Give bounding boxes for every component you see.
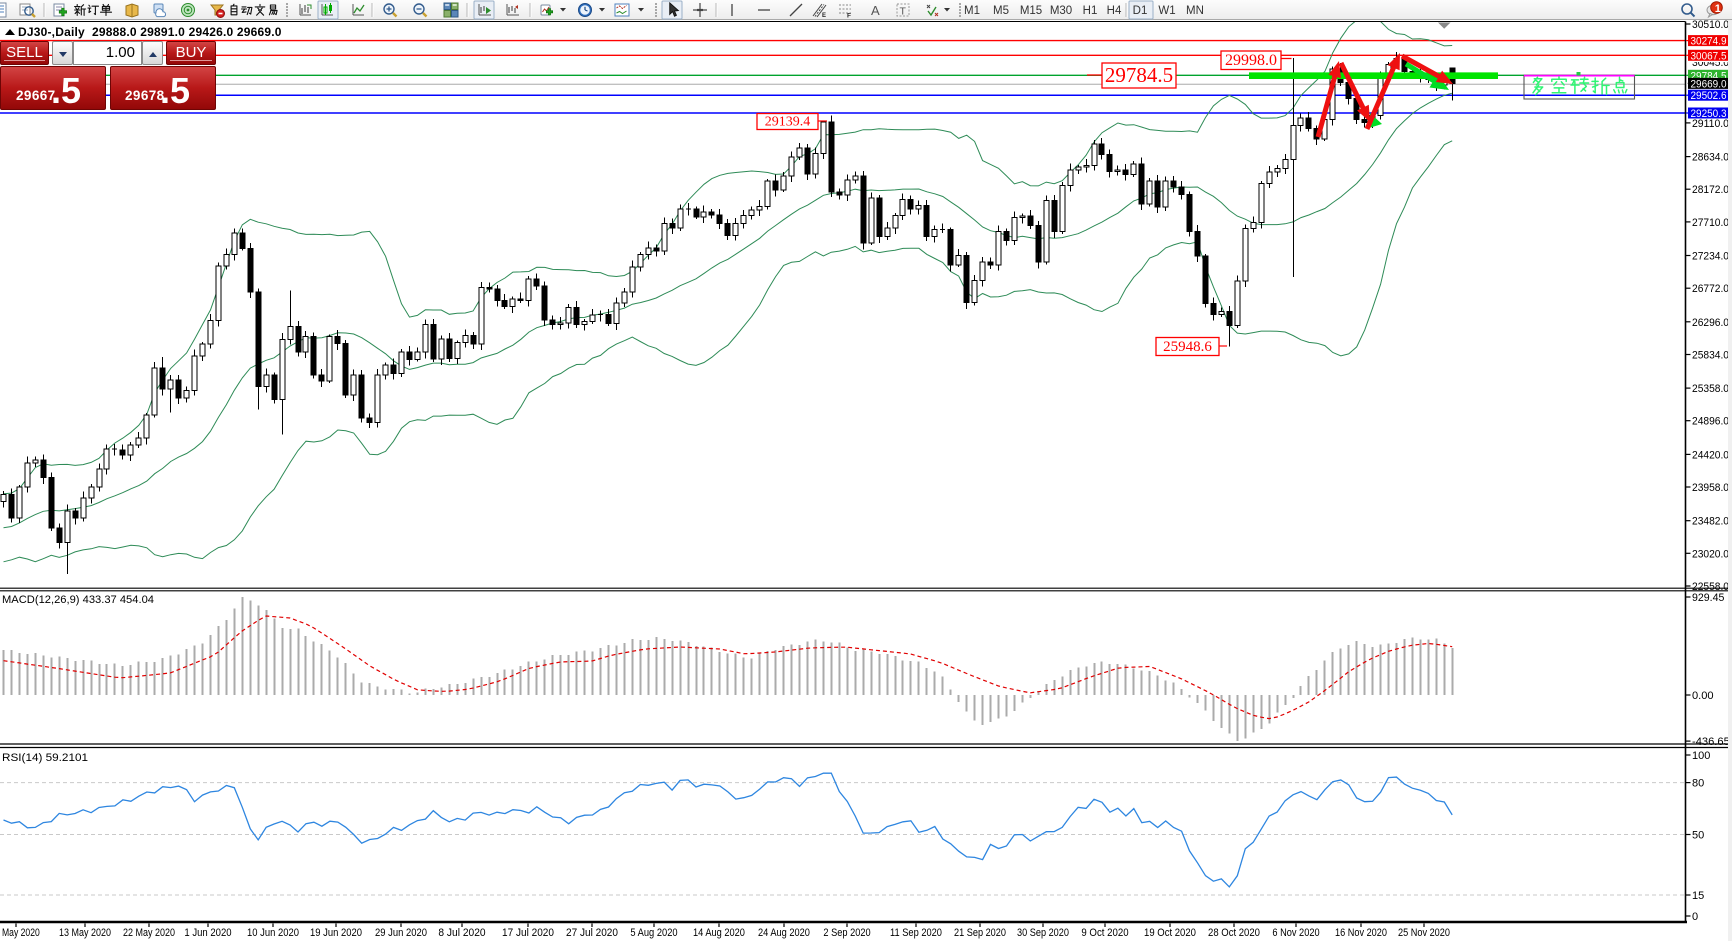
svg-text:30274.9: 30274.9	[1691, 36, 1727, 48]
svg-text:MN: MN	[1186, 5, 1204, 17]
svg-text:30045.0: 30045.0	[1692, 57, 1729, 69]
svg-text:15: 15	[1692, 890, 1704, 902]
svg-text:19 Oct 2020: 19 Oct 2020	[1144, 927, 1196, 939]
svg-text:17 Jul 2020: 17 Jul 2020	[502, 927, 554, 939]
svg-text:M15: M15	[1020, 5, 1042, 17]
svg-text:T: T	[900, 6, 907, 18]
svg-text:28 Oct 2020: 28 Oct 2020	[1208, 927, 1260, 939]
svg-text:11 Sep 2020: 11 Sep 2020	[890, 927, 942, 939]
svg-text:H1: H1	[1083, 5, 1098, 17]
svg-text:29784.5: 29784.5	[1105, 63, 1173, 87]
svg-text:25834.0: 25834.0	[1692, 350, 1729, 362]
svg-text:50: 50	[1692, 830, 1704, 842]
svg-text:M5: M5	[993, 5, 1009, 17]
svg-text:24420.0: 24420.0	[1692, 449, 1729, 461]
svg-text:29502.6: 29502.6	[1691, 90, 1727, 102]
svg-text:29139.4: 29139.4	[765, 115, 811, 130]
svg-text:24896.0: 24896.0	[1692, 416, 1729, 428]
svg-text:100: 100	[1692, 750, 1710, 762]
svg-text:8 Jul 2020: 8 Jul 2020	[438, 927, 485, 939]
svg-text:27 Jul 2020: 27 Jul 2020	[566, 927, 618, 939]
svg-text:14 Aug 2020: 14 Aug 2020	[693, 927, 745, 939]
svg-text:6 Nov 2020: 6 Nov 2020	[1272, 927, 1319, 939]
svg-text:E: E	[822, 13, 826, 19]
svg-text:9 Oct 2020: 9 Oct 2020	[1081, 927, 1128, 939]
svg-text:5 Aug 2020: 5 Aug 2020	[630, 927, 677, 939]
svg-text:80: 80	[1692, 778, 1704, 790]
svg-text:2 Sep 2020: 2 Sep 2020	[823, 927, 870, 939]
svg-text:28172.0: 28172.0	[1692, 184, 1729, 196]
svg-text:30067.5: 30067.5	[1691, 50, 1727, 62]
svg-text:929.45: 929.45	[1692, 592, 1724, 604]
svg-text:M1: M1	[964, 5, 980, 17]
svg-text:0.00: 0.00	[1692, 690, 1714, 702]
svg-text:1: 1	[1715, 3, 1721, 15]
svg-text:RSI(14) 59.2101: RSI(14) 59.2101	[2, 752, 88, 764]
svg-text:28634.0: 28634.0	[1692, 152, 1729, 164]
svg-text:16 Nov 2020: 16 Nov 2020	[1335, 927, 1387, 939]
svg-text:25 Nov 2020: 25 Nov 2020	[1398, 927, 1450, 939]
svg-text:13 May 2020: 13 May 2020	[59, 927, 111, 939]
svg-text:W1: W1	[1158, 5, 1175, 17]
svg-text:May 2020: May 2020	[2, 927, 40, 939]
svg-text:30 Sep 2020: 30 Sep 2020	[1017, 927, 1069, 939]
svg-text:MACD(12,26,9) 433.37 454.04: MACD(12,26,9) 433.37 454.04	[2, 594, 154, 606]
svg-text:H4: H4	[1107, 5, 1122, 17]
svg-text:21 Sep 2020: 21 Sep 2020	[954, 927, 1006, 939]
svg-text:29669.0: 29669.0	[1691, 78, 1727, 90]
svg-text:23958.0: 23958.0	[1692, 482, 1729, 494]
svg-text:A: A	[871, 3, 880, 18]
svg-text:24 Aug 2020: 24 Aug 2020	[758, 927, 810, 939]
svg-text:29998.0: 29998.0	[1225, 52, 1277, 69]
svg-text:23020.0: 23020.0	[1692, 548, 1729, 560]
svg-text:29110.0: 29110.0	[1692, 118, 1729, 130]
svg-text:M30: M30	[1050, 5, 1072, 17]
svg-text:D1: D1	[1133, 5, 1148, 17]
svg-text:27234.0: 27234.0	[1692, 251, 1729, 263]
svg-text:25948.6: 25948.6	[1163, 339, 1212, 355]
svg-text:19 Jun 2020: 19 Jun 2020	[310, 927, 362, 939]
svg-text:25358.0: 25358.0	[1692, 383, 1729, 395]
svg-text:0: 0	[1692, 911, 1698, 923]
svg-text:27710.0: 27710.0	[1692, 217, 1729, 229]
svg-text:10 Jun 2020: 10 Jun 2020	[247, 927, 299, 939]
svg-text:22 May 2020: 22 May 2020	[123, 927, 175, 939]
svg-text:26296.0: 26296.0	[1692, 317, 1729, 329]
svg-text:-436.65: -436.65	[1692, 736, 1730, 748]
svg-text:23482.0: 23482.0	[1692, 516, 1729, 528]
svg-text:F: F	[847, 13, 851, 20]
svg-text:30510.0: 30510.0	[1692, 19, 1729, 31]
svg-text:26772.0: 26772.0	[1692, 283, 1729, 295]
svg-text:1 Jun 2020: 1 Jun 2020	[184, 927, 231, 939]
svg-text:29 Jun 2020: 29 Jun 2020	[375, 927, 427, 939]
svg-text:22558.0: 22558.0	[1692, 581, 1729, 593]
svg-text:29250.3: 29250.3	[1691, 108, 1727, 120]
